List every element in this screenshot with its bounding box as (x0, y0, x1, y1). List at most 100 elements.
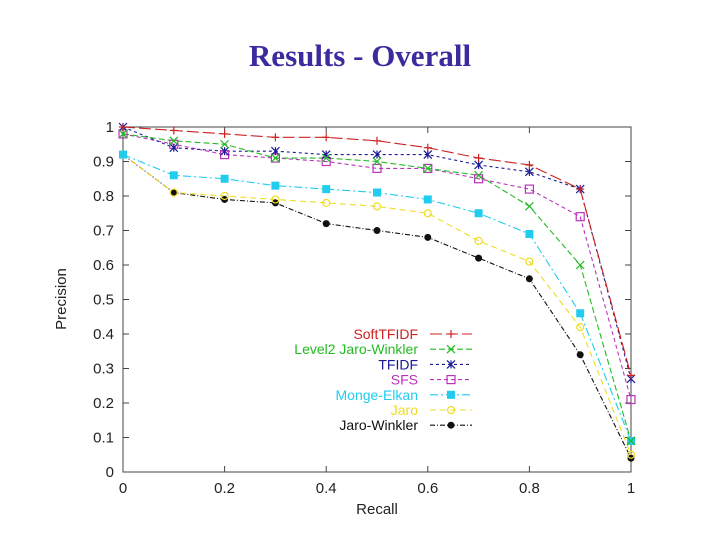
data-point (474, 154, 483, 163)
data-point (447, 390, 455, 399)
y-tick-label: 0.9 (93, 154, 114, 171)
data-point (169, 188, 178, 197)
data-point (424, 233, 432, 241)
axis-ticks: 0 0.2 0.4 0.6 0.8 1 0 0.1 0.2 0.3 0.4 0.5 0.6 0.7 0.8 0… (93, 119, 635, 497)
legend-label: SoftTFIDF (353, 326, 418, 342)
data-point (447, 330, 455, 338)
data-point (423, 163, 433, 173)
y-tick-label: 0.2 (93, 395, 114, 412)
data-point (270, 153, 280, 163)
data-point (118, 129, 128, 139)
data-point (271, 181, 280, 190)
x-tick-label: 0.8 (519, 480, 540, 497)
data-point (626, 436, 636, 446)
data-point (447, 421, 455, 429)
data-point (474, 170, 484, 180)
data-point (372, 163, 382, 173)
data-point (446, 344, 456, 354)
y-axis-label: Precision (53, 268, 70, 330)
data-point (576, 323, 585, 332)
legend-label: Monge-Elkan (336, 387, 419, 403)
data-point (525, 160, 534, 169)
data-point (474, 236, 483, 245)
data-point (627, 371, 635, 380)
data-point (575, 260, 585, 270)
x-tick-label: 1 (627, 480, 635, 497)
x-tick-label: 0 (119, 480, 127, 497)
data-point (270, 146, 280, 156)
data-point (575, 212, 585, 222)
data-point (525, 257, 534, 266)
legend-label: TFIDF (378, 356, 418, 372)
y-tick-label: 1 (106, 119, 114, 136)
data-point (119, 123, 127, 131)
data-point (475, 254, 483, 262)
series-markers (118, 122, 636, 462)
data-point (169, 171, 178, 180)
data-point (576, 351, 584, 359)
data-point (576, 185, 585, 194)
data-point (423, 150, 433, 160)
data-point (119, 150, 127, 159)
legend-label: Jaro (391, 402, 418, 418)
data-point (626, 450, 636, 459)
y-tick-label: 0.5 (93, 292, 114, 309)
series-line (122, 154, 632, 459)
data-point (373, 136, 381, 145)
legend-label: Level2 Jaro-Winkler (294, 341, 418, 357)
x-tick-label: 0.6 (417, 480, 438, 497)
data-point (446, 405, 456, 415)
data-point (373, 227, 381, 234)
data-point (170, 189, 178, 197)
data-point (169, 126, 178, 135)
y-tick-label: 0.8 (93, 188, 114, 205)
data-point (446, 375, 456, 385)
x-tick-label: 0.2 (214, 480, 235, 497)
data-point (322, 133, 331, 142)
data-point (321, 153, 331, 163)
data-point (474, 209, 483, 218)
data-point (271, 133, 280, 142)
y-tick-label: 0.7 (93, 223, 114, 240)
data-point (524, 201, 534, 211)
data-point (220, 139, 230, 149)
y-tick-label: 0.3 (93, 361, 114, 378)
data-point (220, 129, 229, 138)
data-point (423, 209, 432, 218)
data-point (322, 220, 330, 228)
y-tick-label: 0 (106, 464, 114, 481)
data-point (372, 157, 382, 166)
x-axis-label: Recall (356, 501, 398, 518)
data-point (423, 143, 432, 152)
data-point (373, 188, 381, 197)
legend-label: SFS (391, 372, 418, 388)
data-point (322, 185, 331, 194)
data-point (372, 202, 382, 211)
data-point (525, 229, 534, 238)
data-point (220, 191, 229, 201)
data-point (525, 275, 533, 283)
x-tick-label: 0.4 (316, 480, 337, 497)
data-point (423, 163, 433, 173)
legend-label: Jaro-Winkler (339, 417, 418, 433)
data-point (372, 150, 382, 160)
data-point (169, 136, 179, 146)
data-point (169, 143, 179, 153)
data-point (220, 146, 230, 156)
data-point (626, 394, 636, 405)
data-point (322, 198, 331, 207)
series-line (122, 133, 632, 400)
series-lines (122, 126, 632, 459)
page-title: Results - Overall (248, 38, 472, 73)
data-point (576, 309, 585, 318)
data-point (271, 195, 280, 204)
data-point (524, 167, 534, 177)
data-point (423, 195, 432, 204)
data-point (446, 359, 456, 369)
y-tick-label: 0.4 (93, 326, 114, 343)
y-tick-label: 0.1 (93, 430, 114, 447)
series-line (122, 154, 632, 455)
data-point (524, 184, 535, 194)
